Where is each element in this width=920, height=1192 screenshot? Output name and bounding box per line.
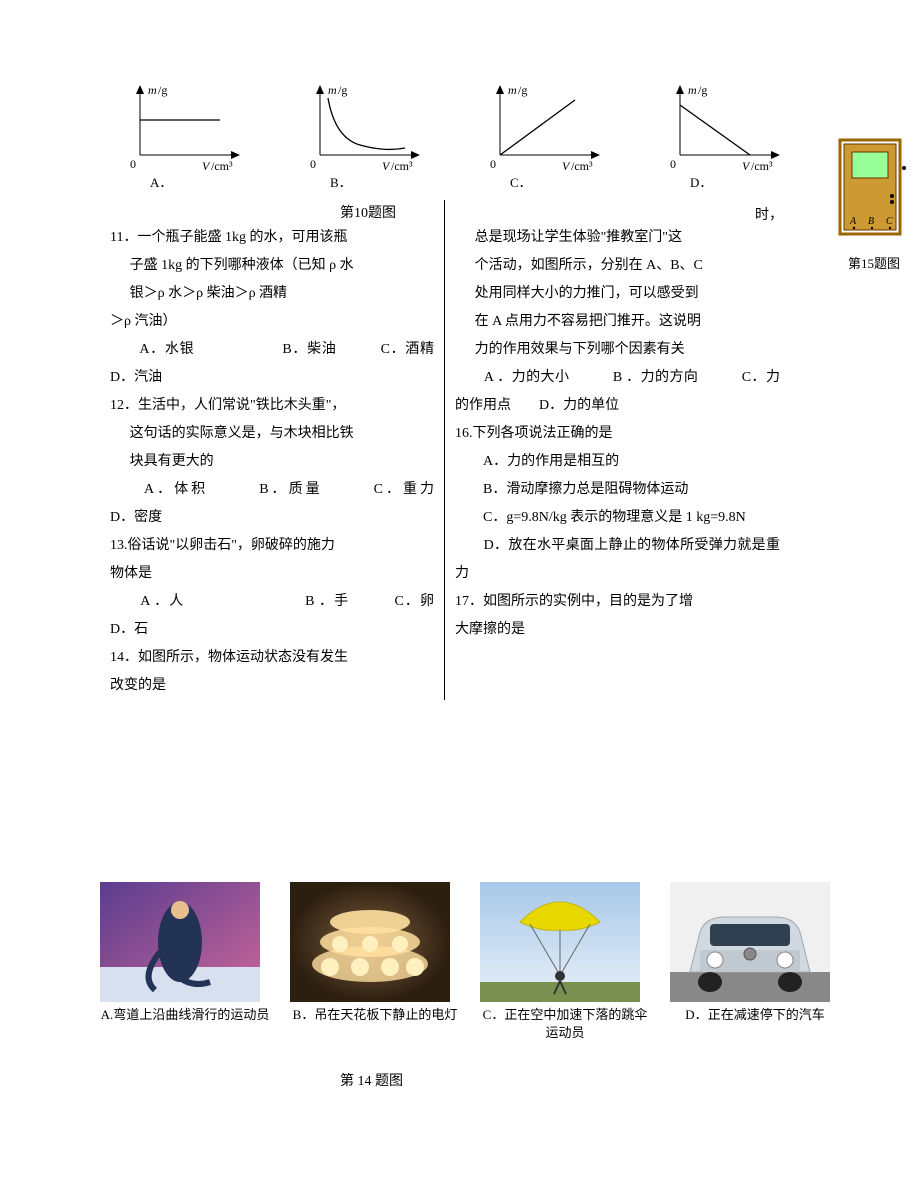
photo-a: A.弯道上沿曲线滑行的运动员 xyxy=(100,882,270,1042)
fig14-caption: 第 14 题图 xyxy=(340,1068,403,1096)
q17-line1: 17．如图所示的实例中，目的是为了增 xyxy=(455,588,780,616)
graph-a-label: A． xyxy=(150,170,172,196)
svg-text:V: V xyxy=(562,159,571,170)
q12-line3: 块具有更大的 xyxy=(110,448,434,476)
door-figure: A B C 第15题图 xyxy=(838,138,910,277)
svg-text:0: 0 xyxy=(130,157,136,170)
svg-text:/cm³: /cm³ xyxy=(571,159,593,170)
q11-line4: ＞ρ 汽油） xyxy=(110,308,434,336)
photo-b: B．吊在天花板下静止的电灯 xyxy=(290,882,460,1042)
q11-line1: 11．一个瓶子能盛 1kg 的水，可用该瓶 xyxy=(110,224,434,252)
graph-d-svg: m/g 0 V/cm³ xyxy=(660,80,790,170)
q16b: B．滑动摩擦力总是阻碍物体运动 xyxy=(455,476,780,504)
graph-b: m/g 0 V/cm³ B． xyxy=(290,80,440,198)
svg-text:V: V xyxy=(742,159,751,170)
graph-a-svg: m/g 0 V/cm³ xyxy=(120,80,250,170)
door-caption: 第15题图 xyxy=(838,251,910,277)
svg-text:V: V xyxy=(202,159,211,170)
q14-line1: 14．如图所示，物体运动状态没有发生 xyxy=(110,644,434,672)
svg-text:0: 0 xyxy=(670,157,676,170)
svg-text:0: 0 xyxy=(310,157,316,170)
photo-d-svg xyxy=(670,882,830,1002)
photo-c: C．正在空中加速下落的跳伞运动员 xyxy=(480,882,650,1042)
photo-b-svg xyxy=(290,882,450,1002)
graph-b-svg: m/g 0 V/cm³ xyxy=(300,80,430,170)
q11-line3: 银＞ρ 水＞ρ 柴油＞ρ 酒精 xyxy=(110,280,434,308)
q12-opts: A．体积 B．质量 C．重力 D．密度 xyxy=(110,476,434,532)
svg-text:/g: /g xyxy=(158,83,167,97)
photo-a-cap: A.弯道上沿曲线滑行的运动员 xyxy=(100,1006,270,1024)
svg-text:/cm³: /cm³ xyxy=(751,159,773,170)
r1: 总是现场让学生体验"推教室门"这 xyxy=(455,224,780,252)
door-svg: A B C xyxy=(838,138,910,238)
svg-text:/cm³: /cm³ xyxy=(211,159,233,170)
q17-line2: 大摩擦的是 xyxy=(455,616,780,644)
right-column: 总是现场让学生体验"推教室门"这 个活动，如图所示，分别在 A、B、C 处用同样… xyxy=(445,200,790,700)
svg-text:0: 0 xyxy=(490,157,496,170)
q12-line2: 这句话的实际意义是，与木块相比铁 xyxy=(110,420,434,448)
svg-text:A: A xyxy=(849,216,857,227)
photo-a-svg xyxy=(100,882,260,1002)
photo-d-cap: D．正在减速停下的汽车 xyxy=(670,1006,840,1024)
columns: 11．一个瓶子能盛 1kg 的水，可用该瓶 子盛 1kg 的下列哪种液体（已知 … xyxy=(100,200,800,700)
r-opts1: A ．力的大小 B ．力的方向 C．力的作用点 D．力的单位 xyxy=(455,364,780,420)
q13-line2: 物体是 xyxy=(110,560,434,588)
left-column: 11．一个瓶子能盛 1kg 的水，可用该瓶 子盛 1kg 的下列哪种液体（已知 … xyxy=(100,200,445,700)
svg-text:/g: /g xyxy=(338,83,347,97)
page: m/g 0 V/cm³ A． m/g 0 V/cm³ B． xyxy=(0,0,920,1192)
graph-c-label: C． xyxy=(510,170,532,196)
graph-b-label: B． xyxy=(330,170,352,196)
graph-d-label: D． xyxy=(690,170,712,196)
q11-line2: 子盛 1kg 的下列哪种液体（已知 ρ 水 xyxy=(110,252,434,280)
svg-text:C: C xyxy=(886,216,893,227)
svg-text:/g: /g xyxy=(518,83,527,97)
r2: 个活动，如图所示，分别在 A、B、C xyxy=(455,252,780,280)
photo-c-svg xyxy=(480,882,640,1002)
q16a: A．力的作用是相互的 xyxy=(455,448,780,476)
q12-line1: 12．生活中，人们常说"铁比木头重"， xyxy=(110,392,434,420)
r5: 力的作用效果与下列哪个因素有关 xyxy=(455,336,780,364)
svg-text:m: m xyxy=(328,83,337,97)
q13-opts: A ．人 B ．手 C．卵 D．石 xyxy=(110,588,434,644)
q13-line1: 13.俗话说"以卵击石"，卵破碎的施力 xyxy=(110,532,434,560)
graphs-row: m/g 0 V/cm³ A． m/g 0 V/cm³ B． xyxy=(110,80,800,198)
q11-opts: A．水银 B．柴油 C．酒精 D．汽油 xyxy=(110,336,434,392)
svg-text:/g: /g xyxy=(698,83,707,97)
graph-c: m/g 0 V/cm³ C． xyxy=(470,80,620,198)
svg-text:V: V xyxy=(382,159,391,170)
graph-c-svg: m/g 0 V/cm³ xyxy=(480,80,610,170)
photo-c-cap: C．正在空中加速下落的跳伞运动员 xyxy=(480,1006,650,1042)
svg-text:m: m xyxy=(148,83,157,97)
q16: 16.下列各项说法正确的是 xyxy=(455,420,780,448)
graph-a: m/g 0 V/cm³ A． xyxy=(110,80,260,198)
photo-b-cap: B．吊在天花板下静止的电灯 xyxy=(290,1006,460,1024)
svg-text:m: m xyxy=(508,83,517,97)
photo-d: D．正在减速停下的汽车 xyxy=(670,882,840,1042)
q16c: C．g=9.8N/kg 表示的物理意义是 1 kg=9.8N xyxy=(455,504,780,532)
graph-d: m/g 0 V/cm³ D． xyxy=(650,80,800,198)
r3: 处用同样大小的力推门，可以感受到 xyxy=(455,280,780,308)
q14-line2: 改变的是 xyxy=(110,672,434,700)
svg-text:/cm³: /cm³ xyxy=(391,159,413,170)
svg-text:m: m xyxy=(688,83,697,97)
q16d: D．放在水平桌面上静止的物体所受弹力就是重力 xyxy=(455,532,780,588)
photos-row: A.弯道上沿曲线滑行的运动员 B．吊在天花板下静止的电灯 xyxy=(100,882,840,1042)
svg-text:B: B xyxy=(868,216,874,227)
r4: 在 A 点用力不容易把门推开。这说明 xyxy=(455,308,780,336)
